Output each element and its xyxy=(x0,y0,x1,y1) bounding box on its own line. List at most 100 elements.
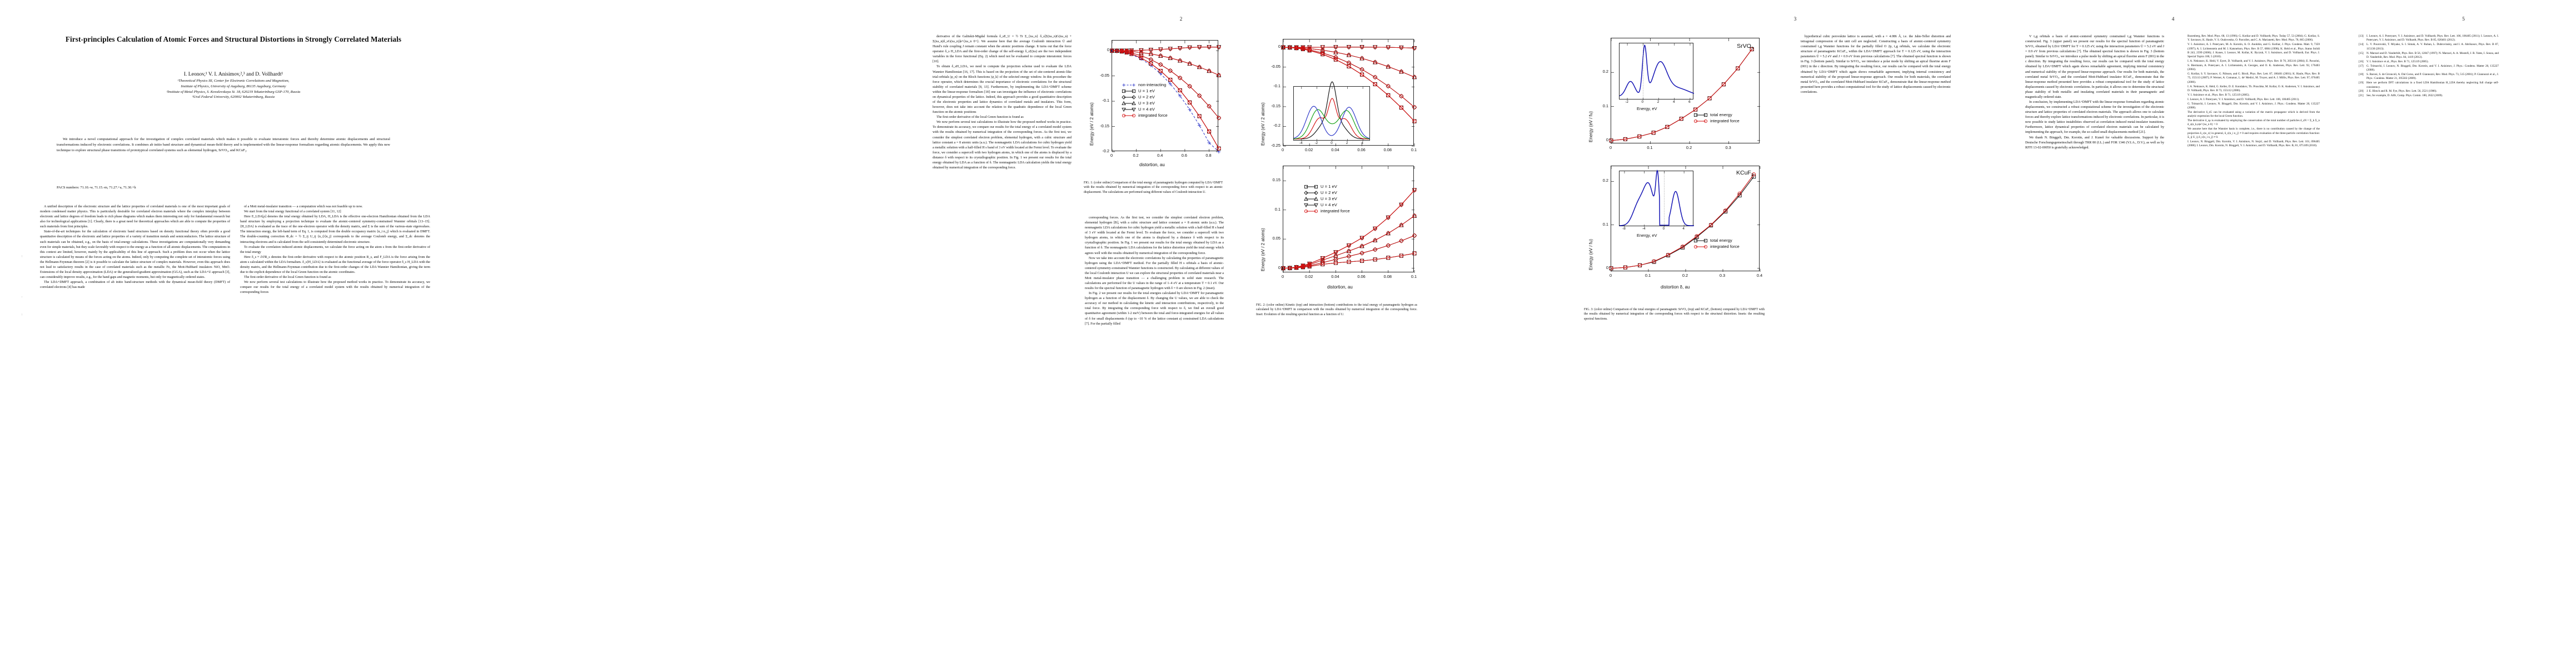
reference-number xyxy=(2180,98,2186,102)
x-tick-label: 0.3 xyxy=(1725,145,1731,150)
page2-column-left: derivative of the Galitskii-Migdal formu… xyxy=(933,34,1072,171)
reference-item: I. Leonov, A. I. Poteryaev, V. I. Anisim… xyxy=(2180,98,2320,102)
legend-item: U = 1 eV xyxy=(1122,88,1168,94)
legend-marker-icon xyxy=(1693,119,1708,123)
page1-column-right: of a Mott metal-insulator transition — a… xyxy=(240,205,430,295)
legend-item: U = 4 eV xyxy=(1122,106,1168,112)
reference-text: V. I. Anisimov, A. I. Poteryaev, M. A. K… xyxy=(2188,43,2320,59)
reference-number: [19] xyxy=(2359,81,2364,85)
reference-number xyxy=(2180,102,2186,111)
paragraph: We now perform several test calculations… xyxy=(933,121,1072,170)
inset-x-tick-label: 0 xyxy=(1662,227,1665,231)
fig3top-material-label: SrVO3 xyxy=(1737,43,1753,51)
legend-marker-icon xyxy=(1693,113,1708,117)
y-tick-label: -0.1 xyxy=(1102,98,1109,103)
x-tick-label: 0.4 xyxy=(1157,153,1163,158)
paragraph: State-of-the-art techniques for the calc… xyxy=(40,230,230,280)
legend-item: non-interacting xyxy=(1122,82,1168,88)
legend-label: U = 2 eV xyxy=(1321,190,1337,195)
legend-marker-icon xyxy=(1304,209,1318,213)
fig1-legend: non-interacting U = 1 eV U = 2 eV U = 3 eV U… xyxy=(1122,82,1168,118)
legend-label: U = 3 eV xyxy=(1321,196,1337,201)
reference-item: Rozenberg, Rev. Mod. Phys. 68, 13 (1996)… xyxy=(2180,34,2320,43)
legend-item: U = 3 eV xyxy=(1304,196,1350,202)
reference-number: [16] xyxy=(2359,59,2364,63)
legend-label: U = 1 eV xyxy=(1321,184,1337,189)
page3-column-right: hypothetical cubic perovskite lattice is… xyxy=(1801,34,1951,95)
affiliations: ¹Theoretical Physics III, Center for Ele… xyxy=(56,74,411,100)
y-tick-label: 0.2 xyxy=(1602,178,1608,183)
y-tick-label: 0.15 xyxy=(1272,177,1280,183)
page-4: 4 V t₂g orbitals a basis of atomic-cente… xyxy=(2017,0,2329,667)
paragraph: V t₂g orbitals a basis of atomic-centere… xyxy=(2025,35,2164,99)
legend-item: integrated force xyxy=(1304,208,1350,214)
inset-x-tick-label: -8 xyxy=(1622,227,1626,231)
fig2bot-plot-area xyxy=(1280,166,1417,273)
inset-x-tick-label: 4 xyxy=(1361,141,1363,145)
y-tick-label: -0.15 xyxy=(1100,123,1109,128)
legend-marker-icon xyxy=(1304,196,1318,201)
y-tick-label: -0.1 xyxy=(1273,83,1280,89)
legend-marker-icon xyxy=(1304,185,1318,189)
reference-number: [14] xyxy=(2359,43,2364,47)
abstract: We introduce a novel computational appro… xyxy=(57,137,390,153)
figure-1: Energy (eV / 2 atoms) distortion, au 0 -0… xyxy=(1084,34,1223,176)
x-tick-label: 0.08 xyxy=(1383,147,1392,152)
legend-label: total energy xyxy=(1710,112,1732,117)
paragraph: A unified description of the electronic … xyxy=(40,205,230,229)
figure-1-caption: FIG. 1: (color online) Comparison of the… xyxy=(1084,181,1223,194)
x-tick-label: 0 xyxy=(1281,274,1284,279)
legend-marker-icon xyxy=(1122,95,1136,99)
legend-marker-icon xyxy=(1304,203,1318,208)
inset-x-tick-label: 0 xyxy=(1331,141,1333,145)
reference-text: V. I. Anisimov et al., Phys. Rev. B 71, … xyxy=(2366,59,2429,63)
x-tick-label: 0.06 xyxy=(1357,274,1366,279)
reference-item: G. Kotliar, S. Y. Savrasov, G. Pálsson, … xyxy=(2180,72,2320,84)
page-number-4: 4 xyxy=(2171,17,2175,22)
legend-marker-icon xyxy=(1693,245,1708,249)
fig3top-inset xyxy=(1619,43,1695,100)
fig1-plot-area xyxy=(1109,40,1222,154)
page-3: 3 Energy (eV / fu) -2 0 2 4 6 Energy, eV SrV… xyxy=(1578,0,2012,667)
x-tick-label: 0.1 xyxy=(1647,145,1653,150)
x-tick-label: 0.2 xyxy=(1682,273,1688,278)
x-tick-label: 0 xyxy=(1609,145,1612,150)
y-tick-label: 0 xyxy=(1278,265,1280,270)
paragraph: We start from the total energy functiona… xyxy=(244,210,341,214)
legend-label: integrated force xyxy=(1710,244,1740,249)
y-tick-label: -0.2 xyxy=(1102,148,1109,153)
paragraph: We now perform several test calculations… xyxy=(240,281,430,295)
fig3top-legend: total energy integrated force xyxy=(1693,112,1740,124)
reference-text: The derivative δ_sG can be evaluated usi… xyxy=(2188,110,2320,118)
legend-item: U = 1 eV xyxy=(1304,183,1350,190)
paragraph: The first-order derivative of the local … xyxy=(244,276,331,280)
legend-item: U = 4 eV xyxy=(1304,202,1350,208)
reference-text: We assume here that the Wannier basis is… xyxy=(2188,127,2320,139)
x-tick-label: 0.1 xyxy=(1411,147,1417,152)
legend-label: U = 4 eV xyxy=(1321,202,1337,207)
legend-marker-icon xyxy=(1122,101,1136,106)
reference-item: [15] N. Marzari and D. Vanderbilt, Phys. … xyxy=(2359,52,2499,60)
legend-label: integrated force xyxy=(1321,208,1350,213)
legend-item: U = 3 eV xyxy=(1122,100,1168,106)
page-number-5: 5 xyxy=(2462,17,2465,22)
y-tick-label: 0 xyxy=(1107,47,1109,53)
inset-x-tick-label: 4 xyxy=(1682,227,1685,231)
y-tick-label: -0.05 xyxy=(1271,63,1280,69)
fig2top-inset xyxy=(1293,81,1371,141)
paragraph: of a Mott metal-insulator transition — a… xyxy=(244,205,363,208)
x-tick-label: 0.4 xyxy=(1756,273,1763,278)
x-tick-label: 0.02 xyxy=(1304,274,1313,279)
x-tick-label: 0.06 xyxy=(1357,147,1366,152)
paragraph: The LDA+DMFT approach, a combination of … xyxy=(40,281,230,290)
fig3bot-inset xyxy=(1619,170,1694,227)
x-tick-label: 0.1 xyxy=(1411,274,1417,279)
x-tick-label: 0.02 xyxy=(1304,147,1313,152)
page5-references-right: [13] I. Leonov, A. I. Poteryaev, V. I. An… xyxy=(2359,34,2499,98)
fig2top-plot-area: -4 -2 0 2 4 xyxy=(1280,39,1417,147)
reference-item: I. A. Nekrasov, K. Held, V. Eyert, D. Vo… xyxy=(2180,59,2320,72)
pacs-numbers: PACS numbers: 71.10.-w, 71.15.-m, 71.27.… xyxy=(57,186,136,190)
legend-marker-icon xyxy=(1122,89,1136,93)
legend-marker-icon xyxy=(1304,191,1318,195)
